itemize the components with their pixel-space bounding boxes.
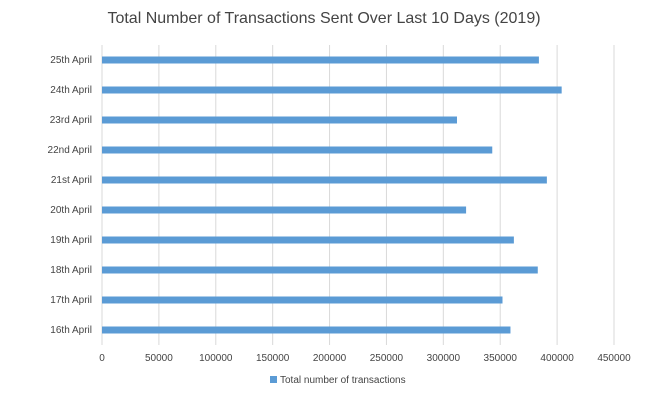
y-tick-label: 25th April — [50, 55, 92, 66]
bar — [102, 116, 457, 124]
x-tick-label: 250000 — [370, 353, 404, 364]
y-tick-label: 24th April — [50, 85, 92, 96]
bar — [102, 236, 514, 244]
y-tick-label: 19th April — [50, 235, 92, 246]
y-tick-label: 22nd April — [48, 145, 92, 156]
y-tick-label: 18th April — [50, 265, 92, 276]
gridlines — [101, 45, 615, 345]
bar — [102, 266, 538, 274]
x-tick-label: 400000 — [540, 353, 574, 364]
x-tick-label: 0 — [99, 353, 105, 364]
x-tick-label: 450000 — [597, 353, 631, 364]
x-tick-label: 300000 — [427, 353, 461, 364]
y-tick-label: 16th April — [50, 325, 92, 336]
chart-title: Total Number of Transactions Sent Over L… — [107, 10, 540, 27]
y-tick-label: 20th April — [50, 205, 92, 216]
legend-swatch — [270, 376, 277, 383]
bars — [102, 56, 562, 334]
legend: Total number of transactions — [270, 375, 406, 386]
y-tick-label: 23rd April — [50, 115, 92, 126]
x-tick-label: 350000 — [484, 353, 518, 364]
bar — [102, 176, 547, 184]
bar — [102, 296, 503, 304]
x-tick-label: 100000 — [199, 353, 233, 364]
bar — [102, 146, 493, 154]
x-tick-label: 50000 — [145, 353, 173, 364]
x-tick-label: 150000 — [256, 353, 290, 364]
x-tick-label: 200000 — [313, 353, 347, 364]
bar — [102, 206, 467, 214]
bar — [102, 56, 539, 64]
y-tick-label: 21st April — [51, 175, 92, 186]
value-axis-labels: 0 50000 100000 150000 200000 250000 300000 3500… — [99, 353, 631, 364]
y-tick-label: 17th April — [50, 295, 92, 306]
bar — [102, 86, 562, 94]
bar — [102, 326, 511, 334]
category-axis-labels: 25th April 24th April 23rd April 22nd April… — [48, 55, 92, 336]
legend-label: Total number of transactions — [280, 375, 406, 386]
